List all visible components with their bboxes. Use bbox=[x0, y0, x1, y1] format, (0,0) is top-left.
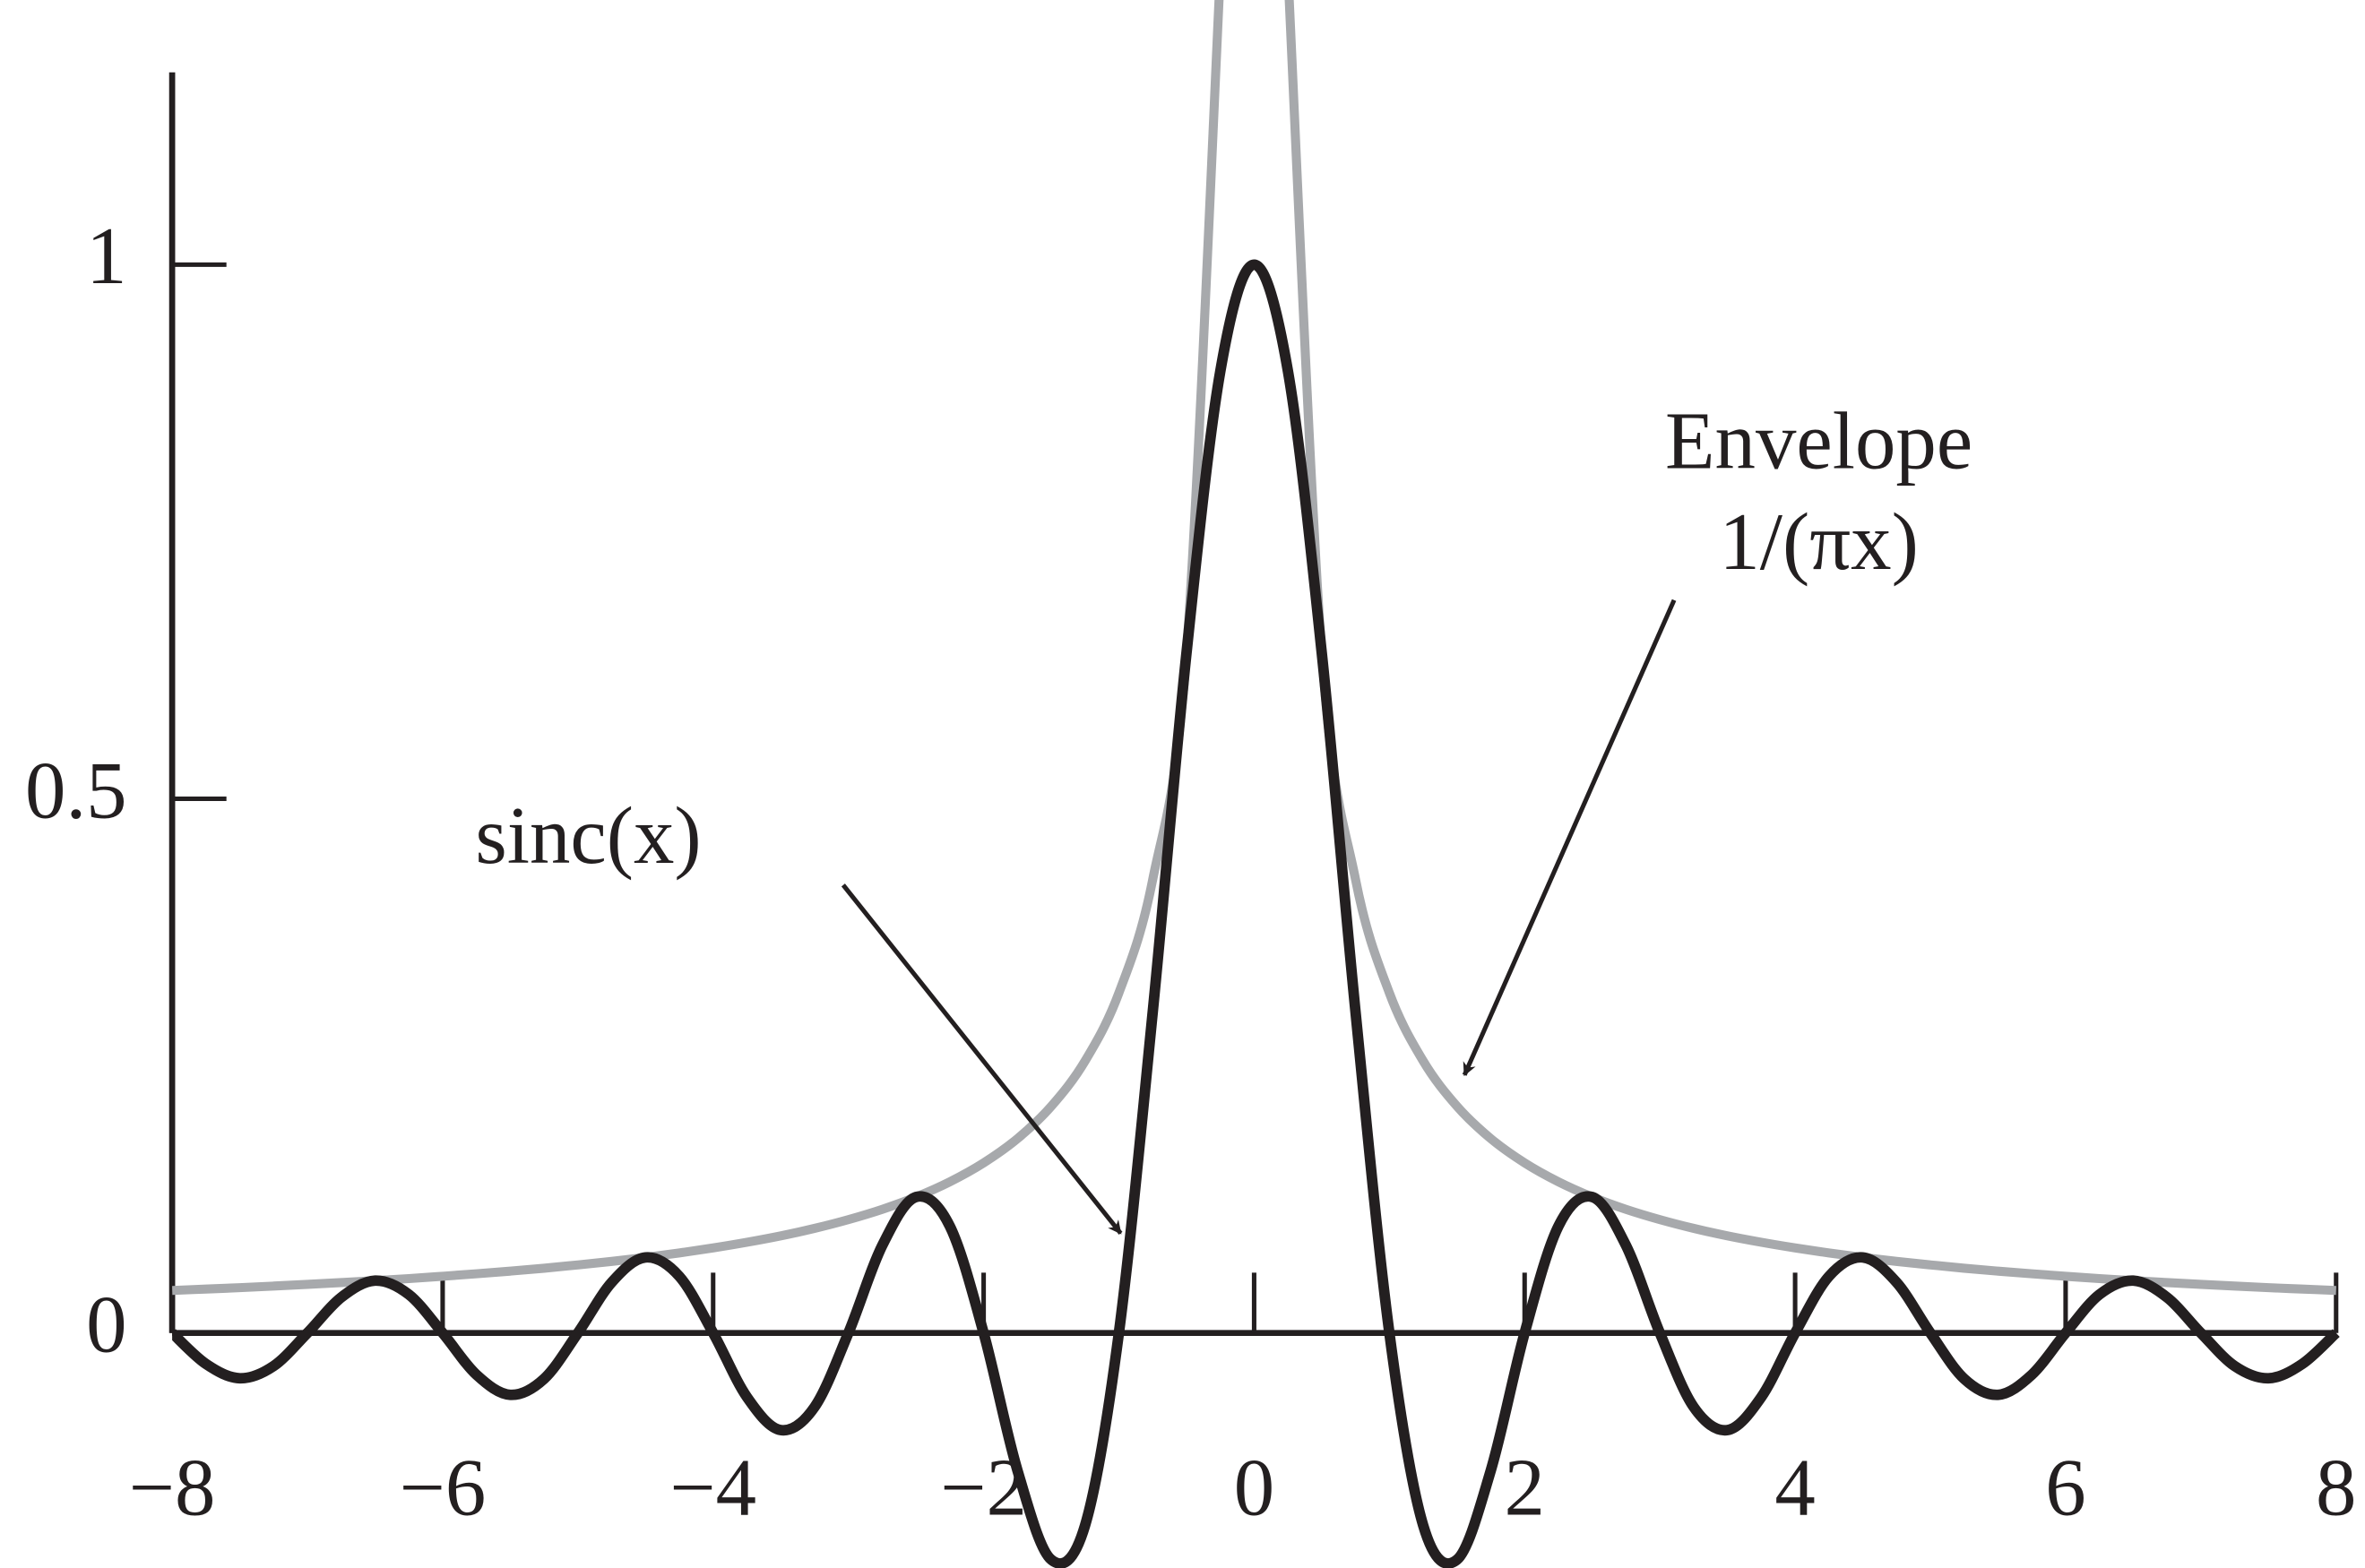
x-tick-label: −8 bbox=[129, 1442, 216, 1532]
y-tick-label: 1 bbox=[86, 211, 126, 301]
annotation: sinc(x) bbox=[475, 790, 701, 881]
plot: 00.51−8 −6 −4 −2 0 2 4 6 8 bbox=[25, 0, 2356, 1568]
x-tick-label: −4 bbox=[669, 1442, 756, 1532]
annotation-arrow bbox=[841, 883, 1123, 1236]
y-tick-label: 0 bbox=[86, 1279, 126, 1370]
annotation: Envelope bbox=[1665, 395, 1972, 486]
annotation: 1/(πx) bbox=[1719, 496, 1919, 587]
x-tick-label: −6 bbox=[400, 1442, 487, 1532]
x-tick-label: 8 bbox=[2316, 1442, 2356, 1532]
line-series bbox=[172, 0, 2336, 1296]
x-tick-label: 0 bbox=[1234, 1442, 1274, 1532]
x-tick-label: 2 bbox=[1505, 1442, 1545, 1532]
y-tick-label: 0.5 bbox=[25, 745, 127, 835]
x-tick-label: 4 bbox=[1774, 1442, 1815, 1532]
line-series bbox=[172, 259, 2340, 1568]
x-tick-label: 6 bbox=[2045, 1442, 2085, 1532]
annotation-arrow bbox=[1462, 599, 1677, 1077]
